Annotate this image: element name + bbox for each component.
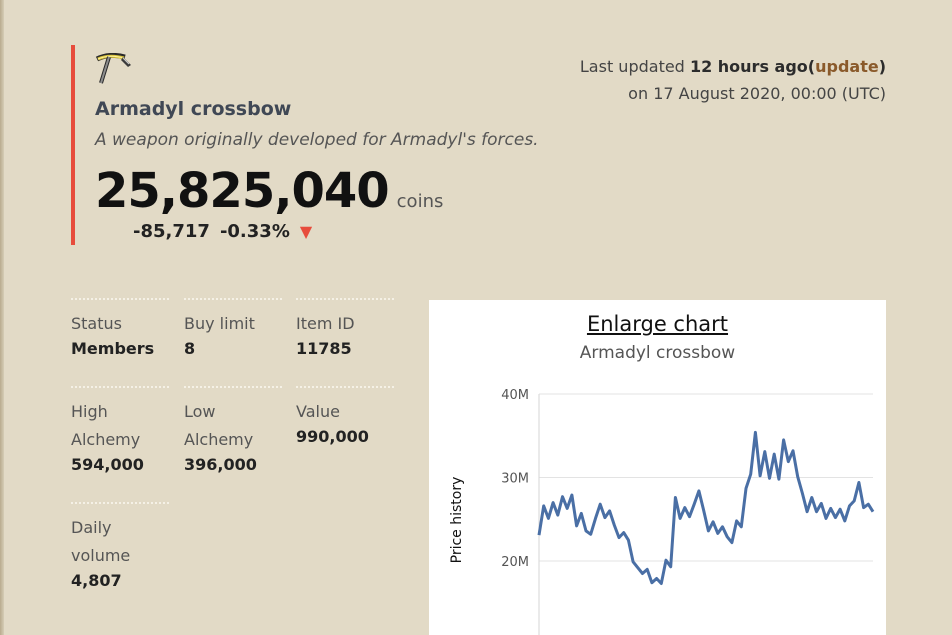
info-value: 396,000 — [184, 455, 257, 474]
info-value: 990,000 — [296, 427, 369, 446]
item-header: Armadyl crossbow A weapon originally dev… — [71, 45, 555, 245]
update-close-paren: ) — [878, 57, 886, 76]
info-low-alchemy: Low Alchemy 396,000 — [184, 386, 282, 476]
info-label: Low Alchemy — [184, 402, 254, 449]
change-percent: -0.33% — [219, 221, 290, 242]
y-axis-label: Price history — [449, 477, 465, 564]
info-label: Value — [296, 402, 340, 421]
info-value: Members — [71, 339, 155, 358]
updated-absolute: on 17 August 2020, 00:00 (UTC) — [628, 84, 886, 103]
crossbow-icon — [95, 52, 135, 89]
y-tick-label: 20M — [501, 555, 529, 570]
info-buy-limit: Buy limit 8 — [184, 298, 282, 360]
info-value-cell: Value 990,000 — [296, 386, 394, 448]
info-value: 594,000 — [71, 455, 144, 474]
page-left-edge — [0, 0, 4, 635]
current-price: 25,825,040 — [95, 163, 390, 219]
update-link[interactable]: update — [815, 57, 879, 76]
price-unit: coins — [396, 191, 444, 212]
info-status: Status Members — [71, 298, 169, 360]
info-label: Buy limit — [184, 314, 255, 333]
info-value: 11785 — [296, 339, 352, 358]
updated-prefix: Last updated — [579, 57, 685, 76]
updated-relative: 12 hours ago — [689, 57, 808, 76]
price-series-line — [537, 430, 875, 585]
info-item-id: Item ID 11785 — [296, 298, 394, 360]
y-tick-label: 30M — [501, 472, 529, 487]
info-value: 8 — [184, 339, 196, 358]
price-row: 25,825,040 coins — [95, 163, 443, 219]
update-open-paren: ( — [807, 57, 816, 76]
price-chart-panel: Enlarge chart Armadyl crossbow Price his… — [429, 300, 886, 635]
info-label: Status — [71, 314, 122, 333]
info-label: Item ID — [296, 314, 355, 333]
item-name: Armadyl crossbow — [95, 98, 292, 120]
info-label: Daily volume — [71, 518, 131, 565]
change-amount: -85,717 — [133, 221, 210, 242]
chart-title: Armadyl crossbow — [579, 343, 736, 363]
price-history-chart: Price history 40M 30M 20M — [449, 388, 875, 635]
y-tick-label: 40M — [501, 388, 529, 403]
price-change: -85,717 -0.33% ▼ — [133, 221, 322, 242]
enlarge-chart-link[interactable]: Enlarge chart — [586, 312, 729, 336]
info-value: 4,807 — [71, 571, 122, 590]
item-description: A weapon originally developed for Armady… — [95, 130, 539, 150]
info-high-alchemy: High Alchemy 594,000 — [71, 386, 169, 476]
info-daily-volume: Daily volume 4,807 — [71, 502, 169, 592]
last-updated: Last updated 12 hours ago(update) on 17 … — [580, 53, 886, 107]
down-triangle-icon: ▼ — [299, 222, 313, 241]
info-label: High Alchemy — [71, 402, 141, 449]
